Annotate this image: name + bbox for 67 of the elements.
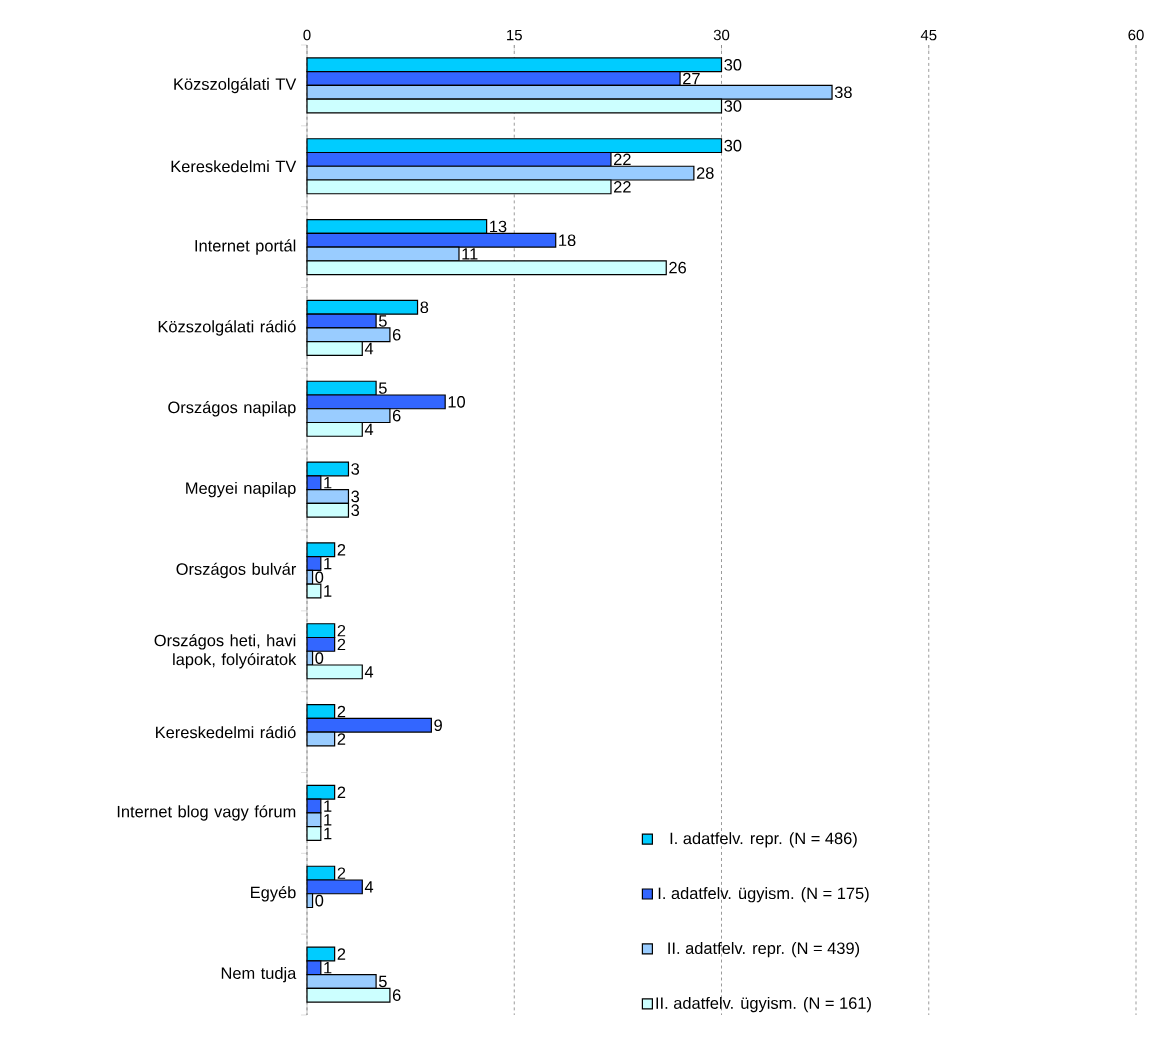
data-label: 2 [337, 705, 346, 718]
x-tick-label: 30 [713, 29, 730, 41]
data-label: 4 [364, 881, 374, 893]
data-label: 30 [724, 139, 742, 152]
data-label: 2 [337, 638, 346, 651]
x-tick-label: 0 [303, 29, 311, 41]
legend-label: I. adatfelv. repr. (N = 486) [670, 832, 857, 848]
data-label: 1 [324, 814, 332, 826]
data-label: 2 [337, 867, 346, 879]
data-label: 8 [420, 301, 429, 314]
data-label: 0 [315, 571, 324, 584]
data-label: 10 [448, 396, 466, 408]
data-label: 1 [324, 827, 332, 840]
data-label: 0 [315, 652, 324, 664]
y-tick-label: Internet portál [195, 239, 296, 255]
data-label: 5 [378, 382, 387, 394]
data-label: 22 [614, 181, 631, 193]
data-label: 4 [364, 423, 374, 436]
data-label: 1 [324, 962, 332, 974]
y-tick-label: Országos napilap [168, 400, 296, 417]
data-label: 5 [378, 315, 387, 327]
data-label: 4 [364, 342, 374, 355]
data-label: 1 [324, 477, 332, 489]
data-label: 1 [324, 585, 332, 597]
data-label: 6 [392, 328, 401, 341]
data-label: 2 [337, 948, 346, 960]
data-label: 6 [392, 409, 401, 422]
data-label: 3 [351, 463, 360, 475]
data-label: 6 [392, 989, 401, 1002]
y-tick-label: Internet blog vagy fórum [117, 805, 296, 821]
data-label: 22 [614, 153, 631, 166]
data-label: 2 [337, 733, 346, 745]
legend-label: I. adatfelv. ügyism. (N = 175) [658, 887, 869, 903]
data-label: 3 [351, 504, 360, 516]
data-label: 38 [834, 86, 852, 99]
x-tick-label: 15 [507, 29, 522, 41]
y-tick-label: Közszolgálati TV [174, 77, 297, 94]
data-label: 11 [462, 248, 478, 260]
y-tick-label: Kereskedelmi rádió [156, 725, 296, 739]
data-label: 27 [683, 72, 700, 85]
legend-label: II. adatfelv. ügyism. (N = 161) [656, 996, 871, 1013]
data-label: 13 [490, 220, 507, 233]
data-label: 2 [337, 786, 346, 799]
y-tick-label: Közszolgálati rádió [158, 320, 296, 336]
legend-label: II. adatfelv. repr. (N = 439) [668, 941, 860, 958]
y-tick-label: Országos heti, havi lapok, folyóiratok [154, 634, 297, 669]
data-label: 0 [315, 894, 324, 907]
x-tick-label: 45 [920, 29, 937, 41]
data-label: 2 [337, 544, 346, 556]
data-label: 1 [324, 800, 332, 812]
y-tick-label: Egyéb [251, 885, 296, 902]
y-tick-label: Kereskedelmi TV [171, 160, 297, 173]
data-label: 28 [696, 167, 714, 179]
y-tick-label: Megyei napilap [186, 481, 296, 498]
x-tick-label: 60 [1128, 29, 1144, 41]
data-label: 30 [724, 100, 742, 112]
data-label: 18 [559, 234, 576, 247]
data-label: 4 [364, 666, 374, 678]
data-label: 30 [724, 58, 742, 71]
data-label: 26 [669, 261, 686, 274]
data-label: 5 [378, 975, 387, 988]
data-label: 9 [434, 719, 442, 732]
y-tick-label: Országos bulvár [176, 562, 297, 579]
data-label: 1 [324, 557, 332, 570]
data-label: 3 [351, 490, 360, 503]
data-label: 2 [337, 624, 346, 637]
y-tick-label: Nem tudja [221, 966, 297, 983]
